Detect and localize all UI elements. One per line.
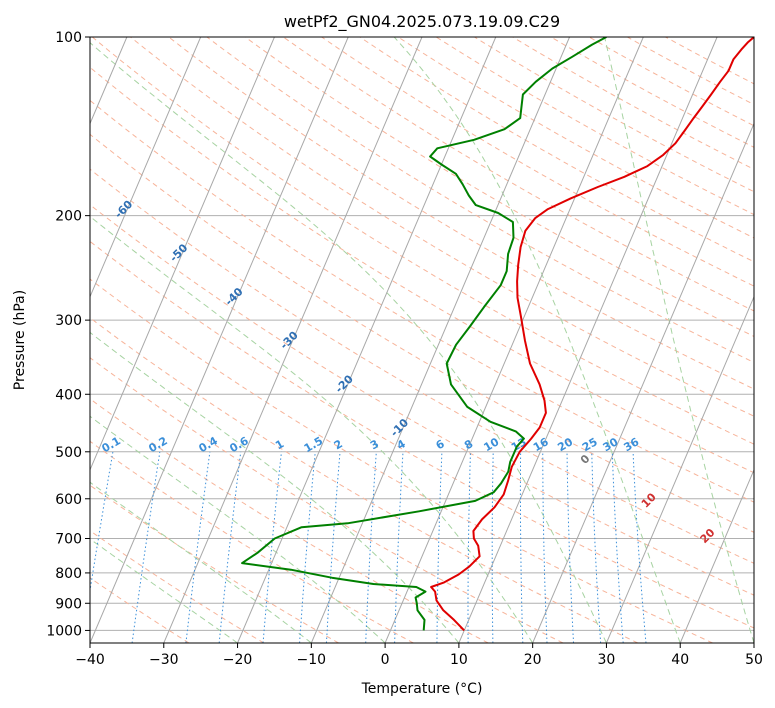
moist-adiabat [393, 37, 681, 643]
dry-adiabat [321, 37, 754, 287]
y-tick-label: 200 [55, 209, 82, 225]
isotherm [679, 468, 754, 643]
isotherm [90, 37, 275, 472]
isotherm [310, 37, 571, 643]
y-axis-label: Pressure (hPa) [12, 290, 28, 390]
mixing-ratio-line [185, 451, 211, 643]
mixing-ratio-line [632, 451, 647, 643]
moist-adiabat [90, 415, 386, 643]
isotherm [384, 37, 644, 643]
isotherm [532, 122, 754, 643]
mixing-ratio-line [299, 451, 316, 643]
isotherm [605, 295, 754, 643]
dry-adiabat [130, 37, 754, 417]
plot-frame [89, 36, 755, 644]
dry-adiabat [90, 133, 754, 533]
x-tick-label: 0 [381, 652, 390, 668]
x-tick-label: 40 [671, 652, 689, 668]
x-axis-label: Temperature (°C) [361, 681, 483, 697]
x-tick-label: 10 [450, 652, 468, 668]
x-tick-label: 50 [745, 652, 763, 668]
y-tick-label: 100 [55, 30, 82, 46]
x-tick-label: 20 [524, 652, 542, 668]
dry-adiabat [206, 37, 754, 363]
moist-adiabat [90, 215, 534, 643]
isotherm [90, 37, 349, 643]
y-tick-label: 700 [55, 532, 82, 548]
mixing-ratio-line [365, 451, 377, 643]
mixing-ratio-line [325, 451, 341, 643]
mixing-ratio-line [611, 451, 624, 643]
moist-adiabat [90, 481, 312, 643]
y-axis: 100 200 300 400 500 600 700 800 900 1000 [46, 30, 90, 639]
x-tick-label: −10 [297, 652, 327, 668]
mixing-ratio-line [262, 451, 282, 643]
background-reference-lines [90, 37, 754, 643]
x-tick-label: 30 [598, 652, 616, 668]
moist-adiabat [90, 538, 238, 643]
y-tick-label: 900 [55, 596, 82, 612]
y-tick-label: 400 [55, 387, 82, 403]
dry-adiabat [283, 37, 754, 312]
isotherm [90, 37, 202, 298]
mixing-ratio-line [218, 451, 242, 643]
y-tick-label: 1000 [46, 623, 82, 639]
x-axis: −40 −30 −20 −10 0 10 20 30 40 50 [75, 643, 763, 668]
mixing-ratio-line [131, 451, 161, 643]
isotherm [458, 37, 718, 643]
moist-adiabat [90, 42, 607, 643]
profile-series [241, 37, 754, 632]
dry-adiabat [90, 204, 754, 596]
dry-adiabat [90, 66, 754, 474]
isotherm [163, 37, 423, 643]
temperature-profile-line [430, 37, 754, 632]
y-tick-label: 500 [55, 445, 82, 461]
mixing-ratio-line [591, 451, 602, 643]
dry-adiabat [90, 398, 489, 643]
moist-adiabat [90, 331, 460, 643]
dry-adiabat [90, 357, 564, 643]
x-tick-label: −40 [75, 652, 105, 668]
mixing-ratio-line [394, 451, 404, 643]
x-tick-label: −20 [223, 652, 253, 668]
dry-adiabat [90, 240, 754, 629]
isotherm [237, 37, 497, 643]
dewpoint-profile-line [241, 37, 607, 631]
moist-adiabat [604, 37, 754, 643]
chart-title: wetPf2_GN04.2025.073.19.09.C29 [284, 12, 560, 32]
x-tick-label: −30 [149, 652, 179, 668]
y-tick-label: 300 [55, 313, 82, 329]
y-tick-label: 600 [55, 492, 82, 508]
dry-adiabat [90, 484, 339, 643]
y-tick-label: 800 [55, 566, 82, 582]
